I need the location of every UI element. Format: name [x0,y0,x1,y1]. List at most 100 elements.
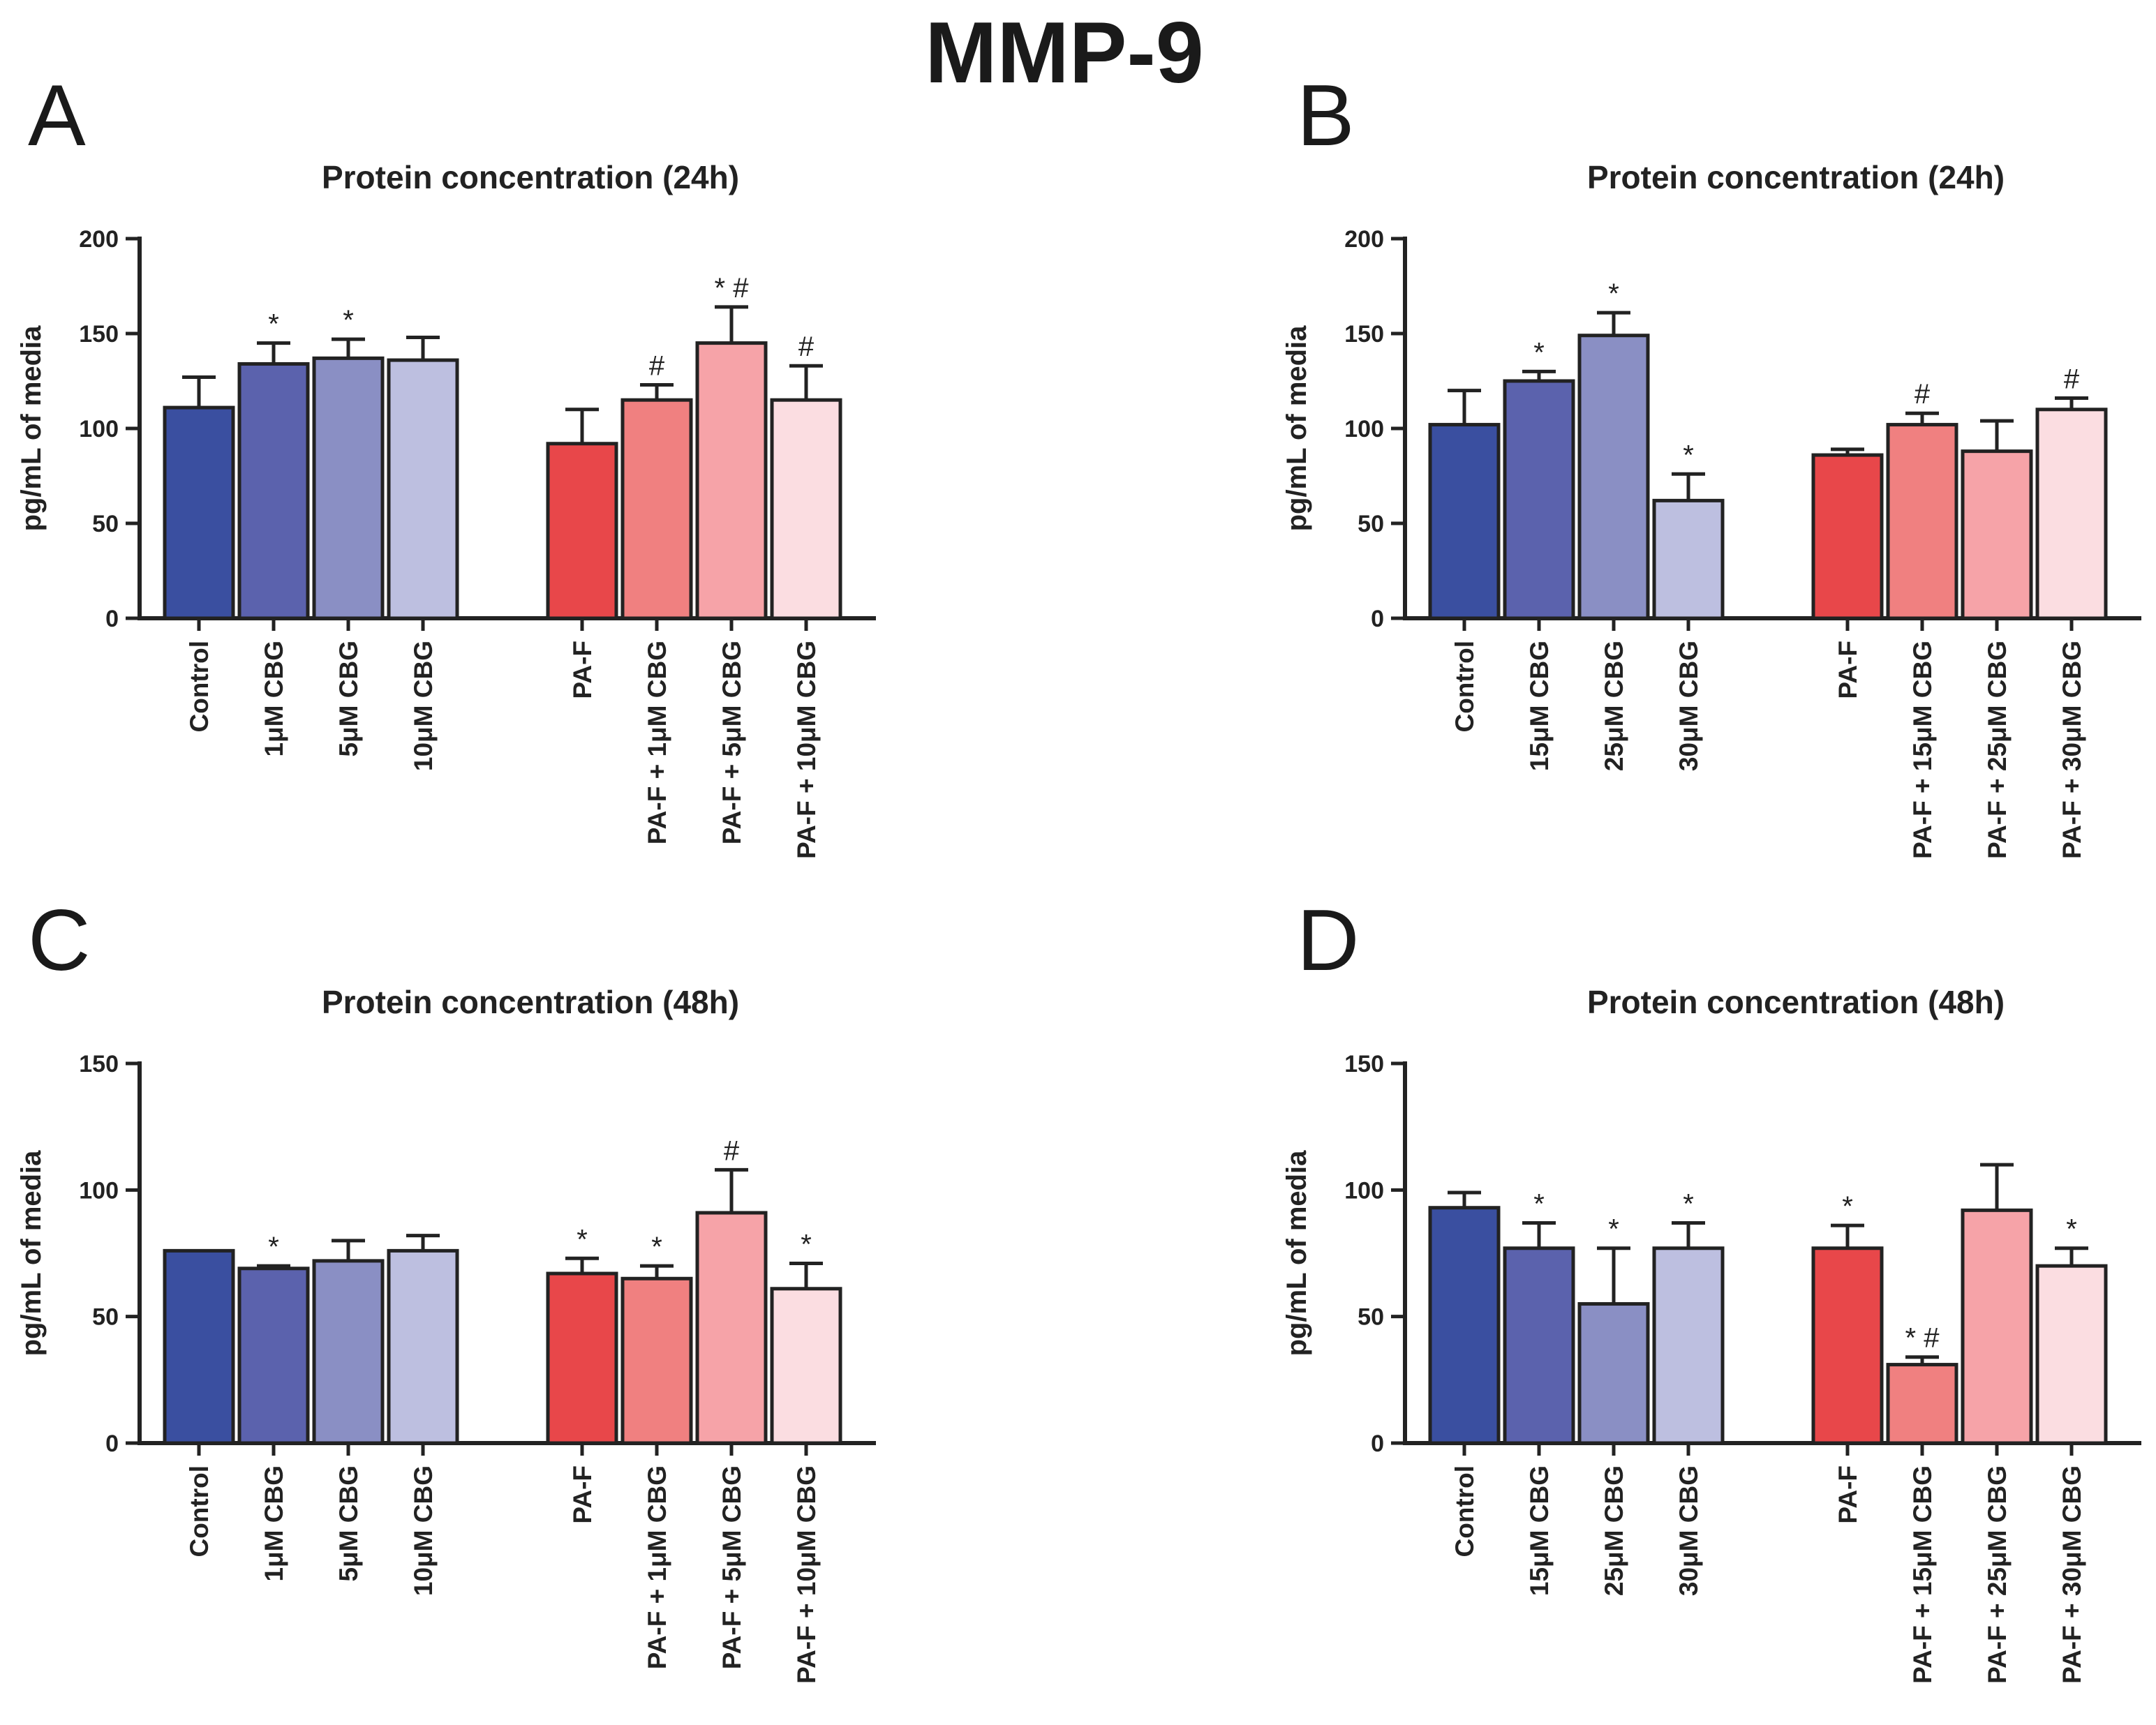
bar [1428,1206,1501,1445]
bar [387,1248,459,1445]
bar [163,405,235,620]
chart-panel-c: C Protein concentration (48h) pg/mL of med… [16,893,876,1684]
x-tick-label: 15μM CBG [1525,641,1554,771]
bar [1961,1208,2033,1445]
bar [770,398,842,620]
significance-label: * [1683,1188,1694,1219]
bar [620,398,693,620]
bar [695,341,768,620]
significance-label: * [343,305,354,336]
bar [770,1287,842,1445]
chart-panel-d: D Protein concentration (48h) pg/mL of med… [1281,893,2141,1684]
chart-panel-a: A Protein concentration (24h) pg/mL of med… [16,68,876,859]
x-tick-label: 1μM CBG [260,1465,288,1582]
panel-letter: A [28,68,86,164]
significance-label: * [268,1232,279,1262]
x-tick-label: 15μM CBG [1525,1465,1554,1596]
x-tick-label: 25μM CBG [1600,641,1628,771]
bar [387,358,459,620]
significance-label: * # [1905,1323,1940,1354]
bar [1811,1246,1884,1445]
bar [312,356,385,620]
bar [1961,449,2033,620]
x-tick-label: PA-F [568,641,597,699]
x-tick-label: PA-F [568,1465,597,1524]
x-tick-label: PA-F + 25μM CBG [1983,641,2012,859]
bar [2035,408,2108,620]
y-tick-label: 0 [105,1431,119,1457]
significance-label: # [2064,364,2080,394]
y-tick-label: 50 [92,1304,119,1331]
y-tick-label: 100 [1344,1177,1384,1204]
x-tick-label: PA-F + 30μM CBG [2058,1465,2086,1684]
x-tick-label: PA-F + 5μM CBG [718,641,746,844]
bar [1886,423,1958,620]
y-tick-label: 0 [1371,606,1384,632]
bar [163,1248,235,1445]
chart-title: Protein concentration (48h) [322,984,739,1020]
bar [237,1267,310,1445]
y-axis-label: pg/mL of media [1281,325,1312,532]
x-tick-label: 5μM CBG [334,641,363,757]
panel-letter: D [1297,893,1360,989]
y-tick-label: 50 [1358,511,1384,537]
x-tick-label: 25μM CBG [1600,1465,1628,1596]
x-tick-label: 30μM CBG [1674,1465,1703,1596]
bar [1652,498,1725,620]
significance-label: # [649,350,665,381]
x-tick-label: PA-F + 15μM CBG [1908,641,1937,859]
y-axis-label: pg/mL of media [16,1150,47,1357]
bar [1652,1246,1725,1445]
significance-label: * # [715,273,750,304]
x-tick-label: PA-F + 10μM CBG [792,641,821,859]
chart-title: Protein concentration (24h) [1587,159,2005,195]
significance-label: * [1533,1188,1545,1219]
y-tick-label: 50 [1358,1304,1384,1331]
x-tick-label: Control [185,641,214,733]
x-tick-label: Control [1450,1465,1479,1558]
bar [620,1276,693,1445]
bar [1503,1246,1575,1445]
bar [1577,334,1650,620]
bar [237,362,310,620]
significance-label: * [1842,1191,1853,1222]
significance-label: * [577,1224,588,1255]
chart-title: Protein concentration (24h) [322,159,739,195]
x-tick-label: PA-F + 5μM CBG [718,1465,746,1669]
y-axis-label: pg/mL of media [16,325,47,532]
bar [1811,453,1884,620]
bar [1428,423,1501,620]
y-axis-label: pg/mL of media [1281,1150,1312,1357]
x-tick-label: PA-F + 1μM CBG [643,641,671,844]
y-tick-label: 200 [1344,226,1384,253]
y-tick-label: 0 [105,606,119,632]
x-tick-label: PA-F + 10μM CBG [792,1465,821,1684]
y-tick-label: 150 [79,321,119,348]
x-tick-label: 1μM CBG [260,641,288,757]
x-tick-label: PA-F [1834,1465,1862,1524]
bar [1577,1302,1650,1445]
bar [546,1271,618,1445]
x-tick-label: Control [185,1465,214,1558]
significance-label: * [801,1230,812,1260]
y-tick-label: 150 [1344,321,1384,348]
bar [546,442,618,620]
y-tick-label: 150 [79,1051,119,1077]
significance-label: # [724,1135,740,1166]
panels: A Protein concentration (24h) pg/mL of med… [16,68,2141,1684]
panel-letter: B [1297,68,1355,164]
y-tick-label: 100 [1344,416,1384,442]
y-tick-label: 50 [92,511,119,537]
significance-label: * [1608,1214,1619,1245]
panel-letter: C [28,893,91,989]
significance-label: * [2066,1214,2077,1245]
x-tick-label: 30μM CBG [1674,641,1703,771]
significance-label: * [1533,337,1545,368]
x-tick-label: 10μM CBG [409,641,438,771]
y-tick-label: 0 [1371,1431,1384,1457]
significance-label: # [1915,379,1931,410]
x-tick-label: PA-F + 25μM CBG [1983,1465,2012,1684]
bar [2035,1264,2108,1445]
x-tick-label: 10μM CBG [409,1465,438,1596]
